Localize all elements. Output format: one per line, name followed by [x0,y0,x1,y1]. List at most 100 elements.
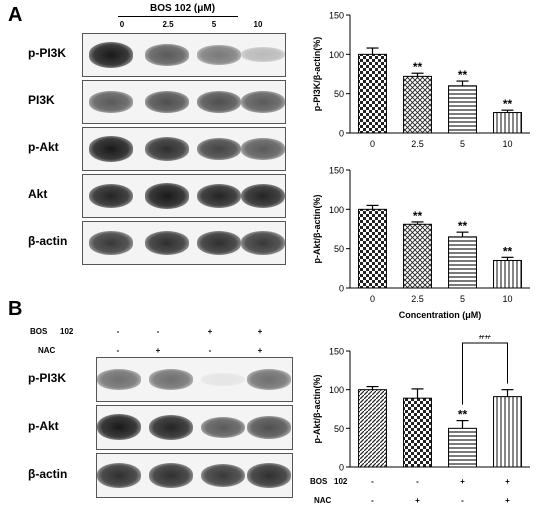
condition-sign: - [416,477,419,486]
blot-band [247,416,291,439]
blot-strip [82,80,286,124]
y-tick-label: 0 [339,463,344,473]
y-axis-label: p-Akt/β-actin(%) [312,195,322,264]
blot-strip [96,405,293,450]
blot-band [89,231,133,255]
y-tick-label: 50 [334,424,344,434]
blot-band [197,91,241,113]
blot-band [149,414,193,441]
condition-sign: - [208,346,212,355]
bar [448,236,477,289]
condition-sign: + [155,346,161,355]
blot-row-label: p-Akt [28,140,59,154]
blot-row-label: p-Akt [28,418,59,433]
bar [493,396,522,468]
x-tick-label: 2.5 [411,139,424,149]
blot-band [241,47,285,63]
bar [493,259,522,289]
blot-band [97,369,141,390]
blot-band [97,463,141,488]
blot-band [197,137,241,161]
chart-p-akt-dose: 0 50 100 150 p-Akt/β-actin(%) 0 ** 2.5 ** 5 ** 10 Co… [312,166,530,320]
blot-strip [96,453,293,498]
condition-sign: + [505,477,510,486]
condition-sign: + [257,346,263,355]
blot-row-label: β-actin [28,234,68,248]
significance-label: ** [458,68,468,82]
x-tick-label: 0 [370,294,375,304]
condition-sign: - [371,477,374,486]
y-tick-label: 0 [339,284,344,294]
treatment-header: BOS 102 (μM) [150,3,216,14]
condition-sign: - [116,327,120,336]
significance-label: ** [458,408,468,422]
y-tick-label: 150 [329,166,344,176]
condition-sign: - [371,496,374,505]
blot-band [201,373,245,386]
x-axis-label: Concentration (μM) [399,310,482,320]
condition-label: BOS [310,477,328,486]
blot-band [197,230,241,255]
blot-band [145,136,189,161]
significance-label: ** [413,60,423,74]
bar [493,112,522,134]
blot-strip [96,357,293,402]
panel-b-letter: B [8,298,23,320]
blot-band [149,369,193,390]
condition-sign: - [156,327,160,336]
lane-label: 2.5 [162,20,174,29]
blot-band [247,463,291,488]
chart-p-akt-nac: 0 50 100 150 p-Akt/β-actin(%) ** ## BOS 102 - - + + N… [310,335,530,505]
condition-sign: - [461,496,464,505]
x-tick-label: 0 [370,139,375,149]
blot-band [201,463,245,488]
bar [448,427,477,468]
x-tick-label: 10 [502,139,512,149]
condition-label: NAC [38,346,56,355]
y-tick-label: 150 [329,11,344,21]
y-tick-label: 100 [329,50,344,60]
x-tick-label: 2.5 [411,294,424,304]
blot-band [241,231,285,255]
blot-band [89,91,133,113]
blot-row-label: p-PI3K [28,370,67,385]
y-tick-label: 150 [329,347,344,357]
condition-label: NAC [314,496,332,505]
significance-label: ** [413,209,423,223]
y-tick-label: 0 [339,129,344,139]
condition-sign: + [257,327,263,336]
blot-band [241,183,285,209]
significance-label: ** [503,244,513,258]
y-axis-label: p-PI3K/β-actin(%) [312,37,322,112]
blot-band [89,136,133,162]
blot-band [247,369,291,390]
condition-label: BOS [30,327,48,336]
y-tick-label: 100 [329,385,344,395]
x-tick-label: 5 [460,294,465,304]
blot-band [89,42,133,68]
blot-band [145,230,189,255]
blot-row-label: p-PI3K [28,46,67,60]
blot-row-label: Akt [28,187,48,201]
x-tick-label: 5 [460,139,465,149]
condition-sign: + [460,477,465,486]
blot-band [149,463,193,488]
comparison-bracket [462,342,508,405]
bar [358,389,387,468]
comparison-label: ## [479,335,492,342]
y-tick-label: 50 [334,244,344,254]
blot-strip [82,127,286,171]
blot-band [241,138,285,160]
lane-label: 5 [211,20,217,29]
condition-sign: - [116,346,120,355]
blot-band [241,91,285,113]
bar [403,75,432,134]
treatment-header-line [118,16,238,17]
bar [358,208,387,289]
y-tick-label: 100 [329,205,344,215]
blot-strip [82,174,286,218]
lane-label: 0 [119,20,125,29]
condition-sign: + [207,327,213,336]
bar [403,397,432,468]
bar [448,85,477,134]
